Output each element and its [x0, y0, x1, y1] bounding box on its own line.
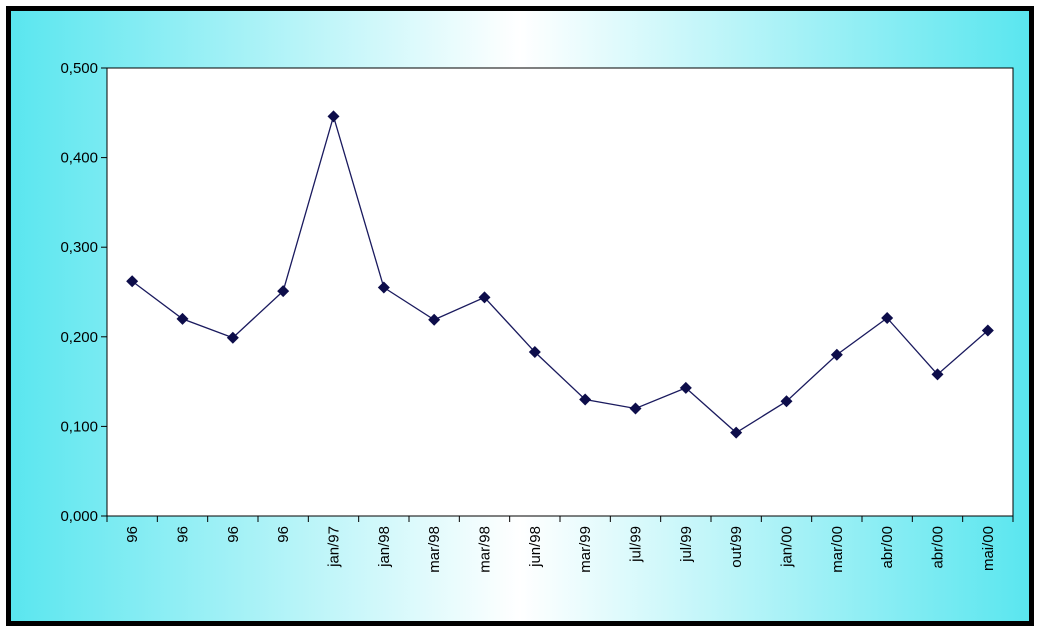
x-tick-label: abr/00: [879, 526, 896, 569]
y-tick-label: 0,500: [60, 60, 98, 77]
x-tick-label: mar/00: [829, 526, 846, 573]
x-tick-label: 96: [175, 526, 192, 543]
data-point: [629, 402, 642, 415]
data-point: [830, 348, 843, 361]
x-tick-label: jan/00: [779, 526, 796, 568]
data-point: [780, 395, 793, 408]
plot-area: [106, 67, 1014, 517]
x-tick-label: mar/98: [477, 526, 494, 573]
x-tick-label: jun/98: [527, 526, 544, 568]
data-point: [579, 393, 592, 406]
x-tick-label: 96: [124, 526, 141, 543]
y-tick-label: 0,100: [60, 418, 98, 435]
y-axis: 0,000 0,100 0,200 0,300 0,400 0,500: [60, 60, 107, 525]
x-tick-label: abr/00: [930, 526, 947, 569]
data-point: [226, 331, 239, 344]
x-tick-label: 96: [275, 526, 292, 543]
data-point: [528, 346, 541, 359]
y-tick-label: 0,300: [60, 239, 98, 256]
x-tick-label: out/99: [728, 526, 745, 568]
x-axis: 96 96 96 96 jan/97 jan/98 mar/98 mar/98 jun/98 ma…: [106, 516, 1014, 573]
x-tick-label: mar/99: [577, 526, 594, 573]
chart-frame: 0,000 0,100 0,200 0,300 0,400 0,500 96 96 96 96 j…: [6, 6, 1034, 626]
x-tick-label: 96: [225, 526, 242, 543]
x-tick-label: jan/97: [326, 526, 343, 568]
y-tick-label: 0,200: [60, 329, 98, 346]
line-chart: 0,000 0,100 0,200 0,300 0,400 0,500 96 96 96 96 j…: [60, 60, 1014, 573]
x-tick-label: jul/99: [628, 526, 645, 563]
y-tick-label: 0,000: [60, 508, 98, 525]
y-tick-label: 0,400: [60, 150, 98, 167]
series-group: [126, 110, 994, 439]
data-point: [730, 426, 743, 439]
data-point: [881, 311, 894, 324]
x-tick-label: jan/98: [376, 526, 393, 568]
x-tick-label: jul/99: [678, 526, 695, 563]
series-line: [131, 114, 989, 434]
data-point: [679, 381, 692, 394]
data-point: [176, 312, 189, 325]
data-point: [377, 281, 390, 294]
data-point: [981, 324, 994, 337]
data-point: [277, 285, 290, 298]
data-point: [327, 110, 340, 123]
x-tick-label: mar/98: [426, 526, 443, 573]
data-point: [428, 313, 441, 326]
data-point: [931, 368, 944, 381]
x-tick-label: mai/00: [980, 526, 997, 571]
data-point: [478, 291, 491, 304]
